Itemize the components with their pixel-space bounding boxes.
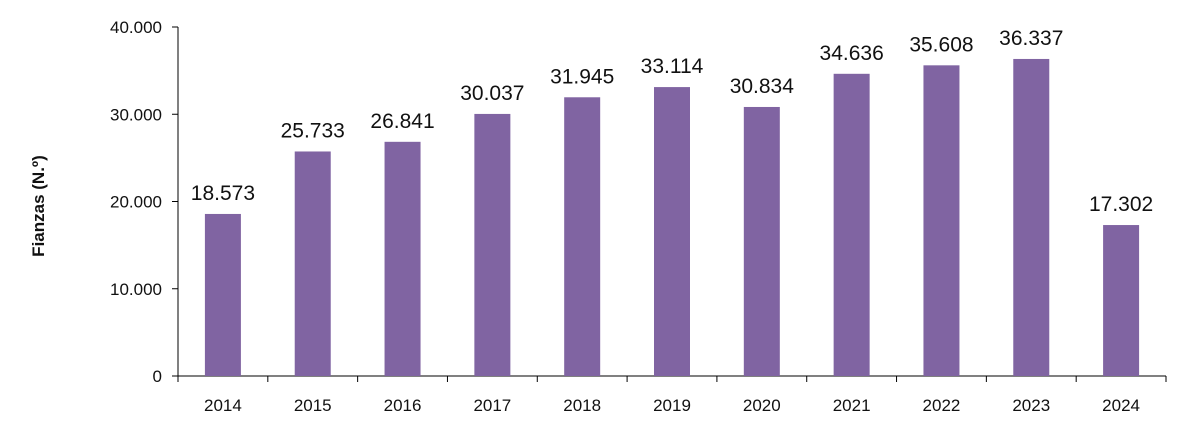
y-axis: 0 10.000 20.000 30.000 40.000 — [110, 18, 179, 386]
x-tick-label-2016: 2016 — [384, 396, 422, 415]
data-label-2017: 30.037 — [460, 82, 524, 105]
data-label-2021: 34.636 — [820, 42, 884, 65]
x-tick-label-2022: 2022 — [923, 396, 961, 415]
data-label-2019: 33.114 — [641, 55, 704, 78]
bars — [204, 58, 1140, 377]
data-label-2014: 18.573 — [191, 182, 255, 205]
bar-2017 — [474, 113, 511, 376]
x-tick-label-2024: 2024 — [1102, 396, 1140, 415]
x-tick-label-2017: 2017 — [473, 396, 511, 415]
bar-2014 — [204, 213, 241, 376]
data-label-2023: 36.337 — [999, 27, 1063, 50]
y-tick-label: 40.000 — [110, 18, 162, 37]
x-tick-label-2020: 2020 — [743, 396, 781, 415]
x-tick-label-2019: 2019 — [653, 396, 691, 415]
bar-2018 — [564, 97, 601, 376]
bar-2023 — [1013, 58, 1050, 376]
data-labels: 18.573 25.733 26.841 30.037 31.945 33.114 30.8… — [191, 27, 1153, 216]
bar-2015 — [294, 151, 331, 376]
y-tick-label: 30.000 — [110, 105, 162, 124]
x-axis: 2014 2015 2016 2017 2018 2019 2020 2021 2022 2023… — [177, 375, 1167, 415]
data-label-2018: 31.945 — [550, 65, 614, 88]
y-axis-title: Fianzas (N.º) — [29, 155, 48, 257]
bar-2016 — [384, 141, 421, 376]
bar-2021 — [833, 73, 870, 376]
x-tick-label-2018: 2018 — [563, 396, 601, 415]
bar-2020 — [743, 106, 780, 376]
x-tick-label-2014: 2014 — [204, 396, 242, 415]
y-tick-label: 20.000 — [110, 193, 162, 212]
y-tick-label: 10.000 — [110, 280, 162, 299]
bar-2022 — [923, 65, 960, 377]
data-label-2016: 26.841 — [370, 110, 434, 133]
y-tick-label: 0 — [153, 367, 162, 386]
bar-2024 — [1103, 225, 1140, 376]
data-label-2015: 25.733 — [281, 119, 345, 142]
x-tick-label-2023: 2023 — [1012, 396, 1050, 415]
x-tick-label-2015: 2015 — [294, 396, 332, 415]
bar-2019 — [654, 87, 690, 376]
data-label-2022: 35.608 — [909, 33, 973, 56]
data-label-2020: 30.834 — [730, 75, 795, 98]
data-label-2024: 17.302 — [1089, 193, 1153, 216]
x-tick-label-2021: 2021 — [833, 396, 871, 415]
